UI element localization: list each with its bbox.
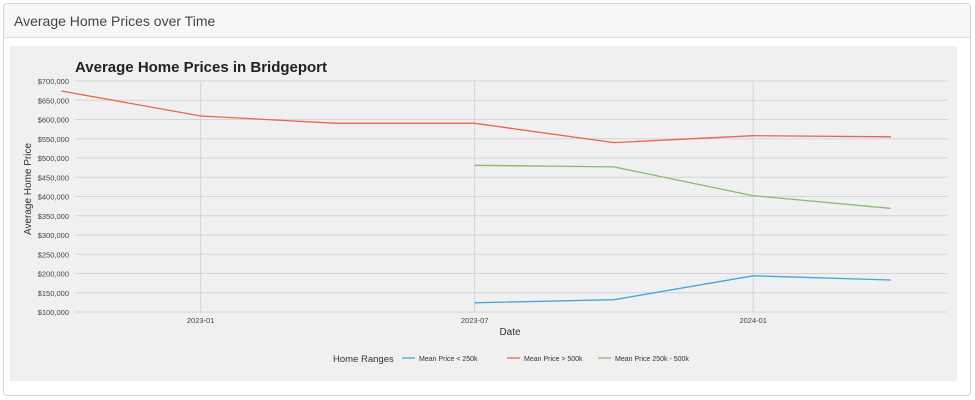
x-tick-label: 2023-07	[461, 316, 489, 325]
y-tick-label: $150,000	[38, 289, 69, 298]
x-axis: 2023-01 2023-07 2024-01	[187, 316, 767, 325]
y-tick-label: $700,000	[38, 77, 69, 86]
y-tick-label: $100,000	[38, 308, 69, 317]
y-tick-label: $350,000	[38, 212, 69, 221]
y-axis: $100,000 $150,000 $200,000 $250,000 $300,000…	[38, 77, 69, 317]
x-tick-label: 2024-01	[739, 316, 767, 325]
series-line	[474, 275, 892, 304]
y-axis-label: Average Home Price	[23, 143, 34, 236]
y-tick-label: $400,000	[38, 193, 69, 202]
legend: Home Ranges Mean Price < 250k Mean Price >…	[333, 354, 689, 365]
y-tick-label: $500,000	[38, 154, 69, 163]
gridlines	[75, 80, 947, 313]
x-tick-label: 2023-01	[187, 316, 215, 325]
y-tick-label: $650,000	[38, 96, 69, 105]
legend-title: Home Ranges	[333, 354, 394, 365]
y-tick-label: $550,000	[38, 135, 69, 144]
y-tick-label: $600,000	[38, 116, 69, 125]
plot-panel: $100,000 $150,000 $200,000 $250,000 $300,000…	[10, 46, 957, 381]
x-axis-label: Date	[499, 327, 521, 338]
card-title: Average Home Prices over Time	[4, 4, 970, 38]
line-chart: $100,000 $150,000 $200,000 $250,000 $300,000…	[23, 59, 947, 365]
y-tick-label: $300,000	[38, 231, 69, 240]
y-tick-label: $200,000	[38, 270, 69, 279]
series-line	[474, 164, 892, 210]
legend-entry: Mean Price 250k - 500k	[615, 356, 689, 363]
legend-entry: Mean Price > 500k	[524, 356, 583, 363]
series-lines	[61, 90, 892, 304]
y-tick-label: $250,000	[38, 250, 69, 259]
legend-entry: Mean Price < 250k	[419, 356, 478, 363]
series-line	[61, 90, 892, 144]
chart-title: Average Home Prices in Bridgeport	[75, 59, 327, 76]
y-tick-label: $450,000	[38, 173, 69, 182]
